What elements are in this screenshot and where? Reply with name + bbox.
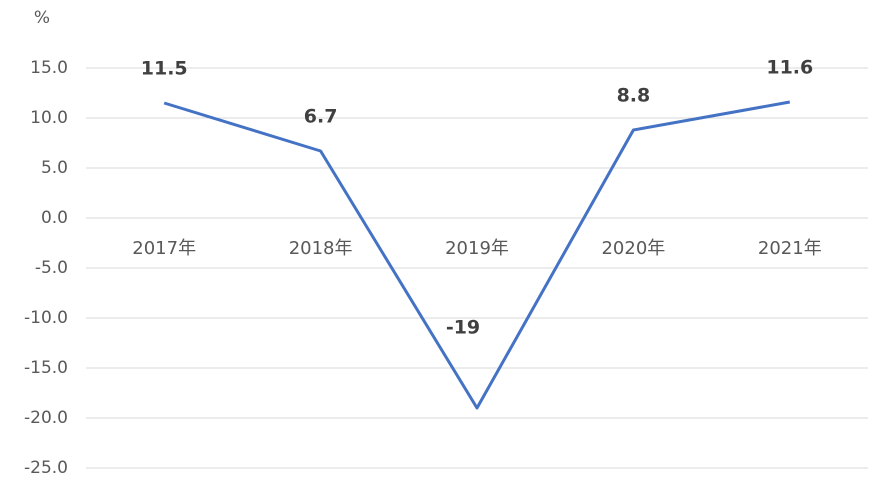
x-tick-label: 2021年	[758, 238, 822, 259]
y-tick-label: -20.0	[24, 408, 68, 428]
x-tick-label: 2019年	[445, 238, 509, 259]
y-tick-label: -10.0	[24, 308, 68, 328]
y-axis-unit: %	[34, 8, 50, 28]
data-label: 8.8	[617, 85, 651, 107]
y-tick-label: 10.0	[30, 108, 68, 128]
data-label: 11.5	[141, 58, 188, 80]
y-tick-label: 5.0	[41, 158, 68, 178]
y-tick-label: -5.0	[35, 258, 68, 278]
y-tick-label: -15.0	[24, 358, 68, 378]
y-tick-label: 0.0	[41, 208, 68, 228]
data-label: 11.6	[766, 57, 813, 79]
x-tick-label: 2020年	[601, 238, 665, 259]
data-label: 6.7	[304, 106, 338, 128]
x-tick-label: 2017年	[132, 238, 196, 259]
data-line	[163, 100, 791, 410]
y-tick-label: -25.0	[24, 458, 68, 478]
y-tick-label: 15.0	[30, 58, 68, 78]
x-tick-label: 2018年	[289, 238, 353, 259]
data-label: -19	[446, 317, 480, 339]
